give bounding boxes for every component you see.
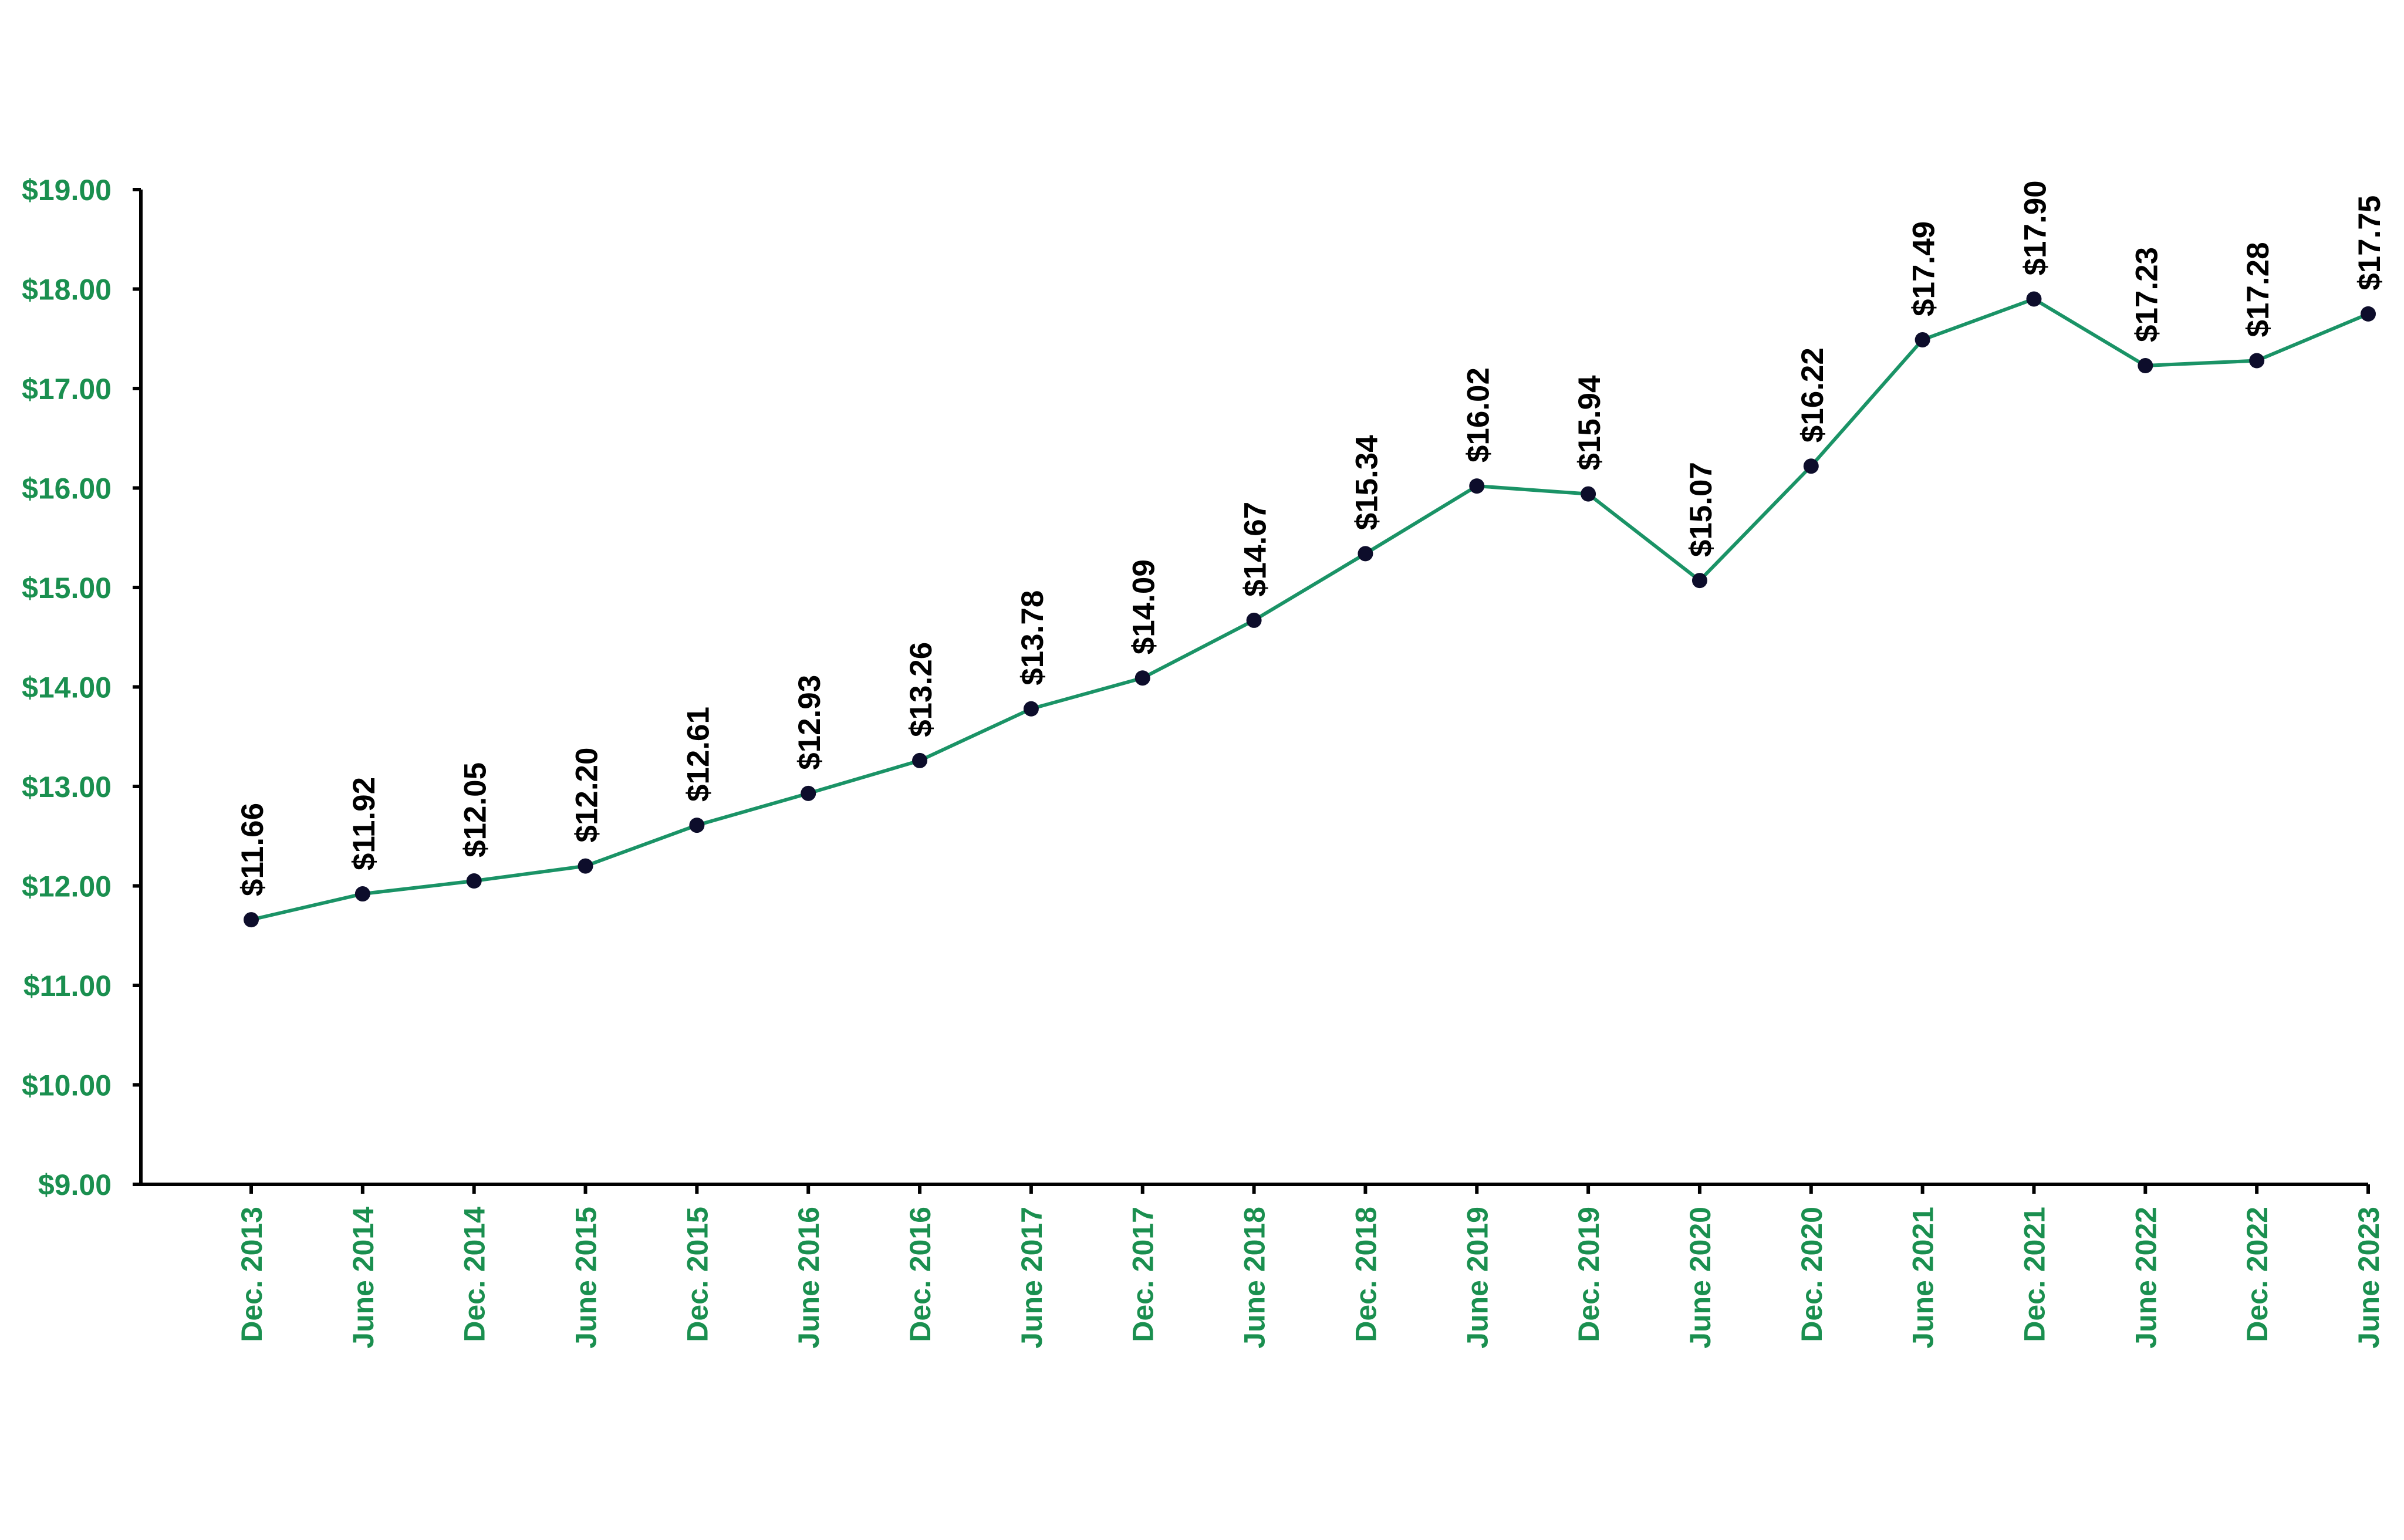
series-line: [251, 297, 2369, 922]
x-tick-label: Dec. 2022: [2241, 1207, 2274, 1342]
data-label: $11.92: [347, 777, 381, 870]
x-tick-label: Dec. 2014: [458, 1207, 491, 1342]
x-tick-label: June 2015: [570, 1207, 603, 1349]
data-point: [1803, 458, 1819, 474]
x-tick-label: June 2022: [2129, 1207, 2162, 1349]
data-point: [244, 912, 259, 928]
y-tick-label: $10.00: [22, 1069, 112, 1102]
data-label: $17.23: [2129, 247, 2164, 342]
data-label: $15.34: [1349, 435, 1384, 531]
x-axis-tick-labels: Dec. 2013 June 2014 Dec. 2014 June 2015 Dec.…: [235, 1207, 2385, 1349]
data-label: $15.07: [1684, 462, 1718, 557]
data-point: [2249, 353, 2265, 369]
x-tick-label: June 2023: [2352, 1207, 2385, 1349]
data-point: [2026, 291, 2042, 307]
data-labels-group: $11.66 $11.92 $12.05 $12.20 $12.61 $12.93 $13.…: [235, 180, 2387, 896]
x-tick-label: June 2019: [1461, 1207, 1494, 1349]
data-point: [466, 873, 482, 889]
data-label: $11.66: [235, 803, 270, 896]
data-label: $13.26: [904, 642, 938, 737]
data-label: $12.93: [792, 675, 827, 770]
data-label: $17.90: [2018, 180, 2052, 275]
x-tick-label: June 2014: [347, 1207, 380, 1349]
x-tick-label: Dec. 2019: [1572, 1207, 1605, 1342]
y-tick-label: $14.00: [22, 671, 112, 704]
x-tick-label: Dec. 2015: [681, 1207, 714, 1342]
data-point: [1358, 546, 1373, 562]
data-point: [1023, 701, 1039, 717]
data-point: [912, 752, 928, 768]
data-label: $17.49: [1907, 221, 1942, 316]
data-point: [1691, 573, 1707, 589]
data-label: $16.02: [1461, 367, 1495, 462]
x-tick-label: June 2016: [792, 1207, 825, 1349]
x-tick-label: June 2021: [1907, 1207, 1940, 1349]
x-tick-label: Dec. 2018: [1349, 1207, 1382, 1342]
data-point: [2138, 358, 2153, 374]
data-point: [578, 858, 593, 874]
x-tick-label: June 2020: [1684, 1207, 1717, 1349]
data-point: [2361, 306, 2376, 322]
y-tick-label: $16.00: [22, 472, 112, 505]
y-tick-label: $13.00: [22, 771, 112, 803]
data-label: $14.09: [1127, 559, 1162, 654]
y-axis-tick-labels: $9.00 $10.00 $11.00 $12.00 $13.00 $14.00 $15.0…: [22, 174, 112, 1201]
data-point: [801, 785, 816, 801]
x-tick-label: June 2018: [1238, 1207, 1271, 1349]
data-label: $15.94: [1572, 375, 1607, 471]
x-tick-label: Dec. 2021: [2018, 1207, 2051, 1342]
y-tick-label: $18.00: [22, 273, 112, 306]
data-label: $17.28: [2241, 242, 2275, 337]
axes: [133, 188, 2370, 1194]
x-tick-label: Dec. 2017: [1127, 1207, 1160, 1342]
y-tick-label: $12.00: [22, 870, 112, 903]
x-tick-label: June 2017: [1015, 1207, 1048, 1349]
data-label: $13.78: [1015, 590, 1050, 685]
data-label: $12.61: [681, 707, 715, 802]
x-tick-label: Dec. 2020: [1795, 1207, 1828, 1342]
data-point: [1469, 478, 1485, 494]
data-point: [689, 818, 705, 833]
data-label: $17.75: [2352, 195, 2387, 291]
data-point: [1915, 332, 1930, 347]
x-tick-label: Dec. 2013: [235, 1207, 268, 1342]
y-tick-label: $11.00: [23, 970, 112, 1002]
y-tick-label: $19.00: [22, 174, 112, 207]
data-label: $12.20: [570, 747, 605, 842]
data-label: $14.67: [1238, 502, 1273, 597]
x-tick-label: Dec. 2016: [904, 1207, 937, 1342]
data-point: [1135, 670, 1150, 686]
y-tick-label: $17.00: [22, 373, 112, 406]
series-group: [244, 291, 2376, 928]
data-point: [1246, 612, 1262, 628]
data-label: $12.05: [458, 762, 493, 857]
y-tick-label: $15.00: [22, 572, 112, 604]
data-point: [1581, 486, 1596, 502]
data-label: $16.22: [1795, 347, 1830, 443]
y-tick-label: $9.00: [38, 1168, 112, 1201]
data-point: [354, 886, 370, 902]
